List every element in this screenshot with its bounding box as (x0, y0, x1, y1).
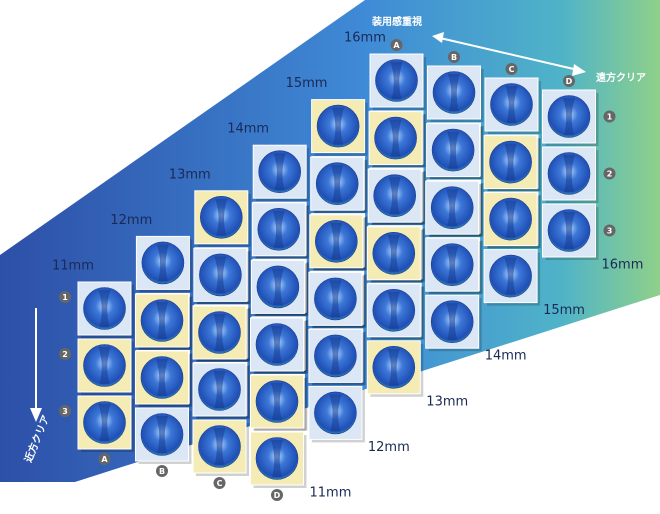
lens-pattern (563, 212, 575, 249)
badge (156, 465, 168, 477)
badge-label: 2 (62, 350, 68, 359)
badge-label: B (451, 53, 457, 62)
lens-pattern (448, 74, 460, 111)
lens-pattern (447, 131, 460, 169)
lens-pattern (98, 347, 111, 384)
lens-pattern (271, 326, 283, 363)
lens-pattern (215, 198, 228, 236)
lens-pattern (387, 348, 400, 386)
lens-pattern (387, 234, 400, 272)
layer-label: 11mm (310, 486, 352, 501)
lens-pattern (332, 107, 345, 145)
lens-pattern (271, 440, 283, 477)
lens-pattern (329, 280, 342, 318)
layer-label: 16mm (602, 258, 644, 273)
lens-pattern (330, 222, 343, 260)
lens-pattern (329, 394, 342, 432)
layer-label: 13mm (169, 167, 211, 182)
lens-pattern (156, 416, 168, 453)
layer-label: 14mm (485, 349, 527, 364)
lens-pattern (504, 200, 517, 238)
badge (448, 51, 460, 63)
badge-label: A (393, 41, 400, 50)
badge-label: 3 (62, 407, 68, 416)
badge-label: 1 (607, 113, 613, 122)
lens-pattern (156, 302, 168, 339)
badge (603, 224, 616, 237)
lens-pattern (504, 143, 517, 181)
lens-pattern (98, 404, 111, 441)
lens-pattern (329, 337, 342, 375)
badge (98, 453, 111, 465)
badge-label: 3 (607, 227, 613, 236)
lens-pattern (446, 189, 459, 227)
tile-layers (77, 53, 599, 488)
lens-pattern (388, 177, 401, 215)
lens-pattern (563, 98, 575, 135)
lens-pattern (214, 256, 227, 294)
lens-pattern (390, 62, 403, 99)
badge-label: C (217, 479, 223, 488)
badge (563, 75, 575, 87)
badge (505, 63, 518, 75)
lens-pattern (331, 165, 344, 203)
badge (59, 348, 71, 360)
layer-label: 14mm (227, 122, 269, 137)
lens-pattern (156, 359, 168, 396)
layer-label: 15mm (543, 303, 585, 318)
arrow (439, 37, 579, 71)
lens-pattern (389, 119, 402, 157)
lens-pattern (213, 428, 226, 465)
lens-pattern (271, 383, 283, 420)
badge (603, 167, 616, 180)
badge-label: D (566, 77, 573, 86)
badge-label: 2 (607, 170, 613, 179)
lens-pattern (156, 244, 169, 282)
badge (390, 39, 403, 51)
lens-pattern (504, 257, 517, 295)
layer-label: 16mm (344, 31, 386, 46)
badge-label: A (101, 455, 108, 464)
badge-label: D (274, 491, 281, 500)
layer-label: 15mm (286, 76, 328, 91)
badge-label: 1 (62, 293, 68, 302)
arrow-head (30, 408, 42, 422)
lens-pattern (98, 290, 111, 327)
lens-pattern (271, 268, 284, 306)
top-label: 装用感重視 (371, 15, 422, 28)
badge-label: B (159, 467, 165, 476)
badge (59, 405, 71, 417)
layer-label: 13mm (426, 394, 468, 409)
layer-label: 12mm (368, 440, 410, 455)
lens-pattern (563, 155, 575, 192)
lens-pattern (213, 314, 226, 351)
badge (603, 110, 616, 123)
lens-pattern (272, 210, 285, 248)
badge-label: C (509, 65, 515, 74)
lens-pattern (505, 86, 518, 123)
lens-pattern (213, 371, 226, 408)
lens-pattern (273, 153, 286, 191)
arrow-head (432, 32, 444, 43)
badge (213, 477, 226, 489)
layer-label: 11mm (52, 259, 94, 274)
lens-pattern (446, 303, 459, 341)
lens-pattern (387, 291, 400, 329)
right-label: 遠方クリア (596, 71, 646, 84)
arrow-head (572, 64, 586, 76)
badge (271, 489, 283, 501)
lens-pattern (446, 246, 459, 284)
layer-label: 12mm (110, 213, 152, 228)
badge (59, 291, 71, 303)
